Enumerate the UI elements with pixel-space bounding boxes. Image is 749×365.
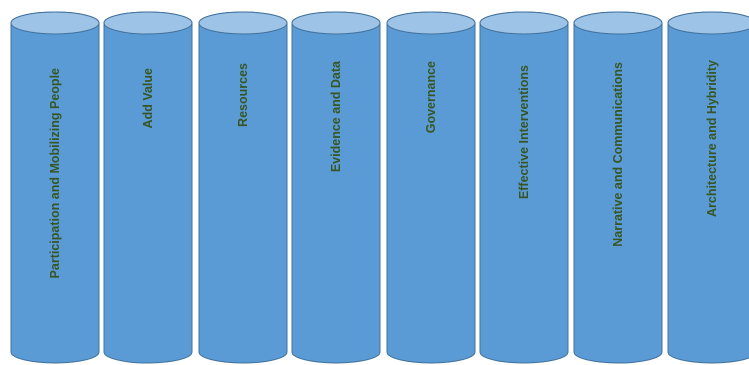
pillar-1: Participation and Mobilizing People <box>10 11 100 364</box>
pillar-top <box>479 11 569 35</box>
pillar-top <box>291 11 381 35</box>
pillar-top <box>103 11 193 35</box>
pillar-top <box>386 11 476 35</box>
pillar-top <box>198 11 288 35</box>
pillar-2: Add Value <box>103 11 193 364</box>
pillar-label: Architecture and Hybridity <box>705 60 719 217</box>
pillar-top <box>667 11 749 35</box>
pillar-label: Evidence and Data <box>329 60 343 172</box>
pillar-body <box>103 11 193 364</box>
pillar-4: Evidence and Data <box>291 11 381 364</box>
pillar-7: Narrative and Communications <box>573 11 663 364</box>
pillar-5: Governance <box>386 11 476 364</box>
pillar-label: Narrative and Communications <box>611 62 625 247</box>
pillar-label: Add Value <box>141 68 155 128</box>
pillar-top <box>573 11 663 35</box>
pillar-label: Effective Interventions <box>517 65 531 199</box>
pillar-label: Governance <box>424 61 438 133</box>
pillar-3: Resources <box>198 11 288 364</box>
pillar-top <box>10 11 100 35</box>
pillar-label: Resources <box>236 63 250 127</box>
pillar-6: Effective Interventions <box>479 11 569 364</box>
pillar-label: Participation and Mobilizing People <box>48 68 62 278</box>
pillar-8: Architecture and Hybridity <box>667 11 749 364</box>
